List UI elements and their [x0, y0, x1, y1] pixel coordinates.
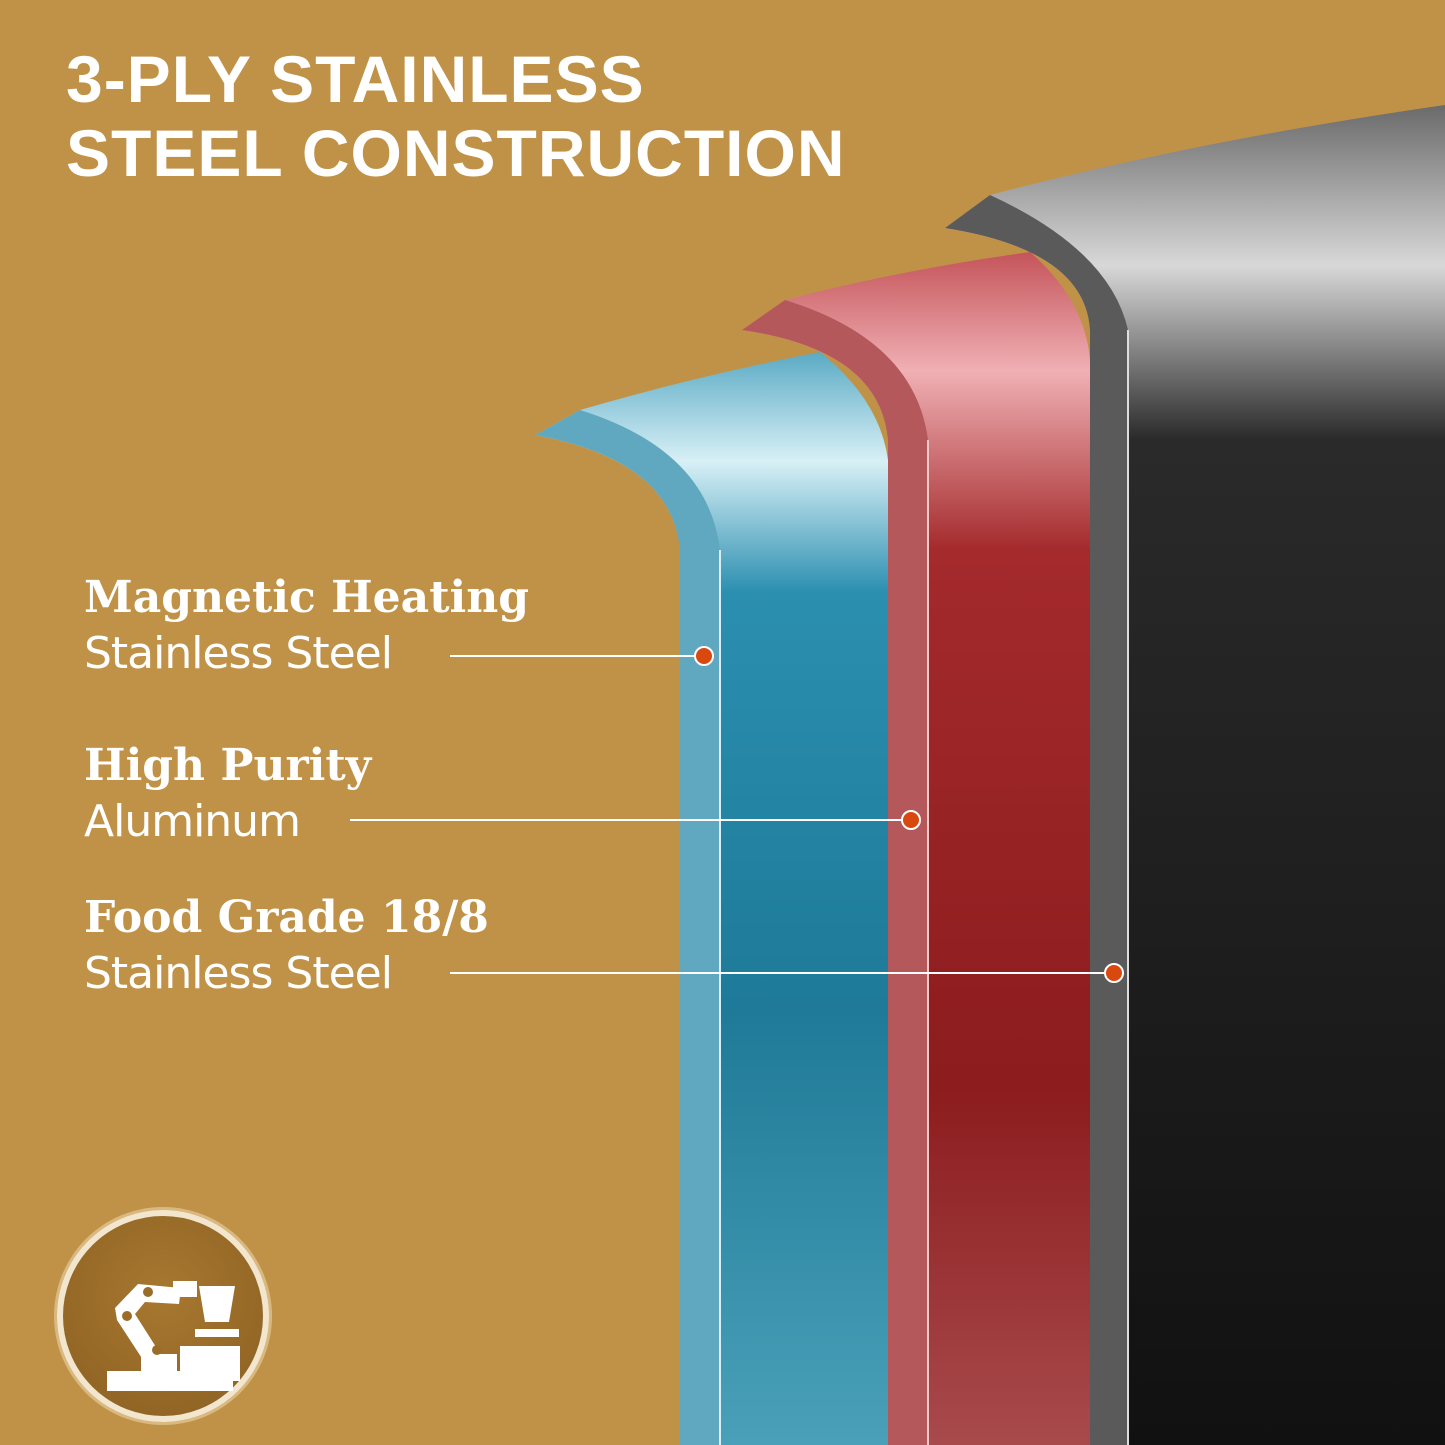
robotic-arm-icon [107, 1281, 240, 1391]
page-title: 3-PLY STAINLESS STEEL CONSTRUCTION [66, 42, 845, 190]
callout-line-2 [350, 810, 921, 830]
title-line-1: 3-PLY STAINLESS [66, 42, 645, 116]
callout-line-3 [450, 963, 1124, 983]
manufacturing-badge [57, 1210, 269, 1422]
title-line-2: STEEL CONSTRUCTION [66, 116, 846, 190]
label-line-2: Stainless Steel [84, 948, 393, 999]
label-line-1: High Purity [84, 740, 372, 791]
marker-dot [1104, 963, 1124, 983]
layer-aluminum [742, 252, 1090, 1445]
marker-dot [694, 646, 714, 666]
marker-dot [901, 810, 921, 830]
layer-outer-steel [945, 105, 1445, 1445]
label-line-1: Magnetic Heating [84, 572, 529, 623]
callout-line-1 [450, 646, 714, 666]
layer-magnetic-steel [535, 352, 888, 1445]
label-food-grade-steel: Food Grade 18/8 Stainless Steel [84, 890, 489, 1002]
label-magnetic-steel: Magnetic Heating Stainless Steel [84, 570, 529, 682]
label-aluminum: High Purity Aluminum [84, 738, 371, 850]
label-line-1: Food Grade 18/8 [84, 892, 489, 943]
label-line-2: Stainless Steel [84, 628, 393, 679]
label-line-2: Aluminum [84, 796, 301, 847]
